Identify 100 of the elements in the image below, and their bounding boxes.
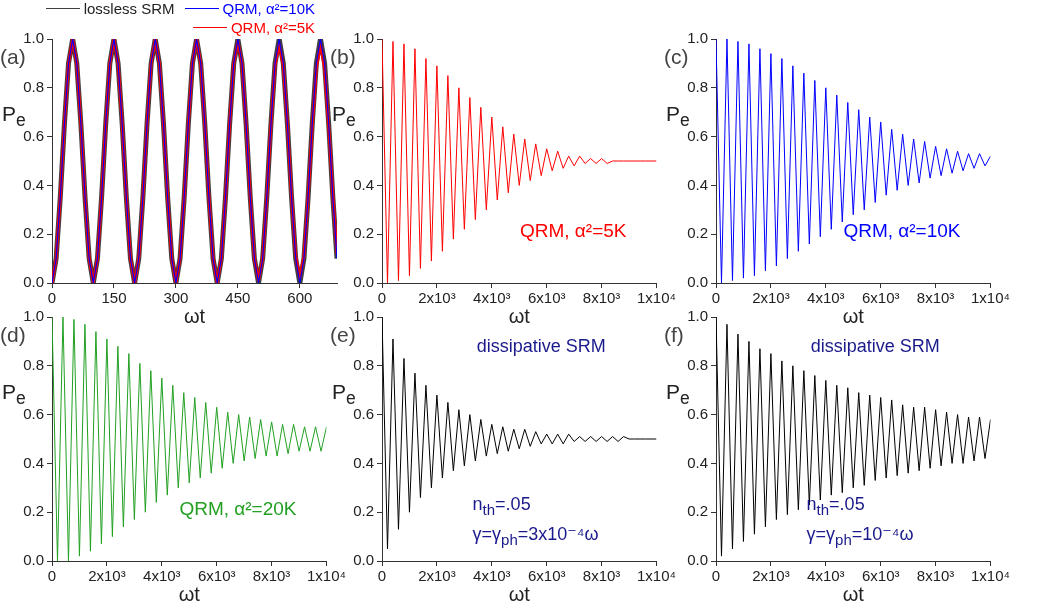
x-tick-label: 2x10³ xyxy=(88,567,126,585)
x-tick-label: 150 xyxy=(101,289,127,307)
y-axis-title: P$_{e}$ xyxy=(332,380,356,409)
y-tick-label: 0.6 xyxy=(23,404,44,422)
chart-title: (c) xyxy=(664,45,689,69)
x-tick-label: 6x10³ xyxy=(527,567,566,585)
x-tick-label: 6x10³ xyxy=(861,567,900,585)
x-axis-title: ωt xyxy=(508,305,530,327)
x-tick-label: 8x10³ xyxy=(916,289,955,307)
x-tick-label: 0 xyxy=(47,289,57,307)
y-tick-label: 0.8 xyxy=(23,77,44,95)
y-tick-label: 0.2 xyxy=(23,224,44,242)
x-axis-title: ωt xyxy=(183,305,206,327)
x-tick-label: 4x10³ xyxy=(807,289,845,307)
y-tick-label: 1.0 xyxy=(23,29,44,47)
y-tick-label: 0.2 xyxy=(353,224,374,242)
x-tick-label: 0 xyxy=(377,289,387,307)
x-tick-label: 8x10³ xyxy=(916,567,955,585)
y-axis-title: P$_{e}$ xyxy=(332,102,356,131)
series-label: QRM, α²=10K xyxy=(843,220,961,242)
x-tick-label: 8x10³ xyxy=(582,567,621,585)
legend-label: QRM, α²=5K xyxy=(230,19,315,36)
x-tick-label: 0 xyxy=(377,567,387,585)
legend-label: lossless SRM xyxy=(83,0,175,17)
x-axis-title: ωt xyxy=(842,305,864,327)
x-axis-title: ωt xyxy=(178,583,200,605)
annotation: dissipative SRM xyxy=(810,335,940,357)
y-tick-label: 0.4 xyxy=(353,453,374,471)
y-tick-label: 0.6 xyxy=(23,126,44,144)
y-tick-label: 1.0 xyxy=(687,307,708,325)
x-tick-label: 0 xyxy=(711,289,721,307)
y-tick-label: 0.4 xyxy=(353,175,374,193)
x-tick-label: 2x10³ xyxy=(752,567,790,585)
y-tick-label: 1.0 xyxy=(687,29,708,47)
annotation: γ=γ$_{ph}$=3x10⁻⁴ω xyxy=(472,524,599,549)
x-axis-title: ωt xyxy=(842,583,864,605)
chart-title: (d) xyxy=(0,323,26,347)
x-tick-label: 600 xyxy=(287,289,313,307)
y-tick-label: 0.0 xyxy=(23,551,44,569)
y-tick-label: 0.4 xyxy=(687,453,708,471)
x-axis-title: ωt xyxy=(508,583,530,605)
x-tick-label: 450 xyxy=(225,289,251,307)
y-tick-label: 0.0 xyxy=(23,273,44,291)
x-tick-label: 6x10³ xyxy=(197,567,236,585)
x-tick-label: 1x10⁴ xyxy=(971,289,1011,307)
y-tick-label: 0.2 xyxy=(687,224,708,242)
annotation: n$_{th}$=.05 xyxy=(806,494,865,519)
y-tick-label: 0.6 xyxy=(687,404,708,422)
y-tick-label: 0.4 xyxy=(23,175,44,193)
chart-title: (f) xyxy=(664,323,684,347)
y-tick-label: 0.0 xyxy=(687,273,708,291)
x-tick-label: 2x10³ xyxy=(752,289,790,307)
y-axis-title: P$_{e}$ xyxy=(666,102,690,131)
x-tick-label: 4x10³ xyxy=(143,567,181,585)
legend-label: QRM, α²=10K xyxy=(222,0,315,17)
x-tick-label: 4x10³ xyxy=(807,567,845,585)
y-tick-label: 0.6 xyxy=(353,404,374,422)
series-label: QRM, α²=5K xyxy=(519,220,627,242)
chart-title: (b) xyxy=(330,45,356,69)
annotation: dissipative SRM xyxy=(476,335,606,357)
x-tick-label: 300 xyxy=(163,289,189,307)
y-tick-label: 0.2 xyxy=(353,502,374,520)
x-tick-label: 4x10³ xyxy=(473,567,511,585)
x-tick-label: 0 xyxy=(711,567,721,585)
y-axis-title: P$_{e}$ xyxy=(2,102,26,131)
x-tick-label: 1x10⁴ xyxy=(637,567,677,585)
x-tick-label: 2x10³ xyxy=(418,567,456,585)
x-tick-label: 4x10³ xyxy=(473,289,511,307)
series-label: QRM, α²=20K xyxy=(179,498,297,520)
y-tick-label: 1.0 xyxy=(353,307,374,325)
y-tick-label: 0.0 xyxy=(353,551,374,569)
y-tick-label: 0.8 xyxy=(353,77,374,95)
y-tick-label: 0.8 xyxy=(353,355,374,373)
y-tick-label: 0.4 xyxy=(23,453,44,471)
annotation: γ=γ$_{ph}$=10⁻⁴ω xyxy=(806,524,914,549)
x-tick-label: 2x10³ xyxy=(418,289,456,307)
x-tick-label: 8x10³ xyxy=(582,289,621,307)
y-axis-title: P$_{e}$ xyxy=(666,380,690,409)
y-tick-label: 0.2 xyxy=(23,502,44,520)
y-axis-title: P$_{e}$ xyxy=(2,380,26,409)
y-tick-label: 0.4 xyxy=(687,175,708,193)
y-tick-label: 0.6 xyxy=(687,126,708,144)
x-tick-label: 1x10⁴ xyxy=(971,567,1011,585)
x-tick-label: 8x10³ xyxy=(252,567,291,585)
y-tick-label: 0.6 xyxy=(353,126,374,144)
x-tick-label: 1x10⁴ xyxy=(307,567,347,585)
chart-title: (e) xyxy=(330,323,356,347)
x-tick-label: 0 xyxy=(47,567,57,585)
y-tick-label: 0.8 xyxy=(23,355,44,373)
y-tick-label: 1.0 xyxy=(353,29,374,47)
x-tick-label: 6x10³ xyxy=(861,289,900,307)
y-tick-label: 0.0 xyxy=(353,273,374,291)
x-tick-label: 6x10³ xyxy=(527,289,566,307)
y-tick-label: 0.8 xyxy=(687,77,708,95)
y-tick-label: 0.0 xyxy=(687,551,708,569)
y-tick-label: 0.8 xyxy=(687,355,708,373)
y-tick-label: 1.0 xyxy=(23,307,44,325)
chart-title: (a) xyxy=(0,45,26,69)
annotation: n$_{th}$=.05 xyxy=(472,494,531,519)
x-tick-label: 1x10⁴ xyxy=(637,289,677,307)
